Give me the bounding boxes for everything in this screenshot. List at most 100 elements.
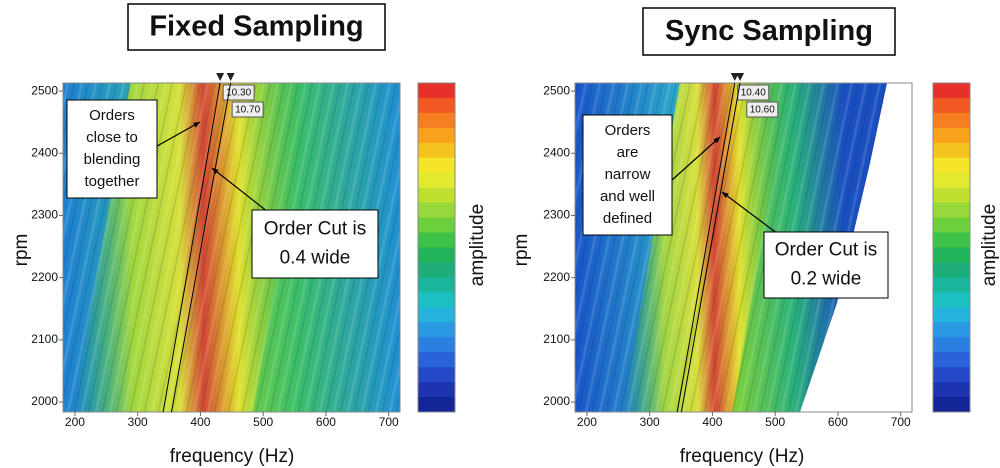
- colorbar-step: [418, 322, 455, 338]
- x-tick-label: 400: [702, 415, 722, 429]
- annotation-text: narrow: [605, 166, 651, 183]
- colorbar-step: [418, 83, 455, 99]
- cursor-marker: [736, 73, 745, 81]
- colorbar-step: [418, 232, 455, 248]
- colorbar-step: [418, 277, 455, 293]
- y-tick-label: 2300: [31, 208, 58, 222]
- y-tick-label: 2500: [31, 83, 58, 97]
- colorbar-step: [933, 262, 970, 278]
- arrow: [671, 136, 721, 181]
- y-axis-label: rpm: [11, 234, 32, 267]
- y-tick-label: 2000: [543, 394, 570, 408]
- annotation-text: and well: [600, 188, 655, 205]
- colorbar-step: [933, 142, 970, 159]
- arrow-head: [193, 122, 200, 128]
- colorbar-step: [933, 232, 970, 248]
- colorbar-step: [933, 382, 970, 398]
- cursor-label: 10.70: [235, 105, 260, 116]
- colorbar-step: [418, 112, 455, 129]
- colorbar-step: [418, 187, 455, 204]
- cursor-label: 10.40: [741, 88, 766, 99]
- colorbar-step: [418, 262, 455, 278]
- annotation-box: [66, 99, 158, 199]
- title-box: [642, 7, 896, 56]
- colorbar-step: [933, 352, 970, 368]
- colorbar-step: [418, 397, 455, 413]
- plot-frame: [574, 82, 913, 413]
- colorbar-step: [933, 277, 970, 293]
- colorbar-step: [933, 322, 970, 338]
- y-tick-label: 2000: [31, 394, 58, 408]
- colorbar-step: [418, 307, 455, 323]
- annotation-text: defined: [603, 210, 652, 227]
- plot-frame: [62, 82, 401, 413]
- colorbar-step: [418, 172, 455, 189]
- x-tick-label: 200: [65, 415, 85, 429]
- colorbar-step: [933, 83, 970, 99]
- arrow-head: [722, 192, 729, 199]
- x-axis-label: frequency (Hz): [680, 446, 805, 467]
- arrow: [721, 191, 779, 235]
- annotation-text: close to: [86, 129, 138, 146]
- x-tick-label: 300: [128, 415, 148, 429]
- colorbar-step: [933, 172, 970, 189]
- y-tick-label: 2200: [543, 270, 570, 284]
- arrow: [211, 167, 269, 213]
- cursor-label-box: [222, 84, 255, 101]
- annotation-box: [763, 231, 889, 299]
- colorbar-step: [418, 367, 455, 383]
- cursor-label: 10.60: [750, 105, 775, 116]
- y-tick-label: 2400: [31, 145, 58, 159]
- colorbar-step: [418, 127, 455, 144]
- order-line: [680, 82, 741, 413]
- x-tick-label: 600: [828, 415, 848, 429]
- annotation-text: are: [617, 144, 639, 161]
- order-line: [170, 82, 232, 413]
- chart-title: Fixed Sampling: [149, 11, 363, 43]
- x-tick-label: 600: [316, 415, 336, 429]
- y-tick-label: 2500: [543, 83, 570, 97]
- y-tick-label: 2300: [543, 208, 570, 222]
- colorbar-step: [933, 127, 970, 144]
- colorbar-step: [933, 337, 970, 353]
- annotation-text: 0.2 wide: [791, 269, 862, 290]
- cursor-label-box: [737, 84, 770, 101]
- colorbar-step: [933, 157, 970, 174]
- x-axis-label: frequency (Hz): [170, 446, 295, 467]
- colorbar-step: [418, 97, 455, 114]
- colorbar-step: [933, 292, 970, 308]
- y-axis-label: rpm: [511, 234, 532, 267]
- order-line: [162, 82, 221, 413]
- x-tick-label: 500: [253, 415, 273, 429]
- colorbar-step: [933, 247, 970, 263]
- colorbar-step: [933, 112, 970, 129]
- x-tick-label: 300: [640, 415, 660, 429]
- title-box: [127, 3, 386, 51]
- colorbar-step: [418, 157, 455, 174]
- colorbar-label: amplitude: [979, 204, 1000, 286]
- colorbar-step: [933, 97, 970, 114]
- x-tick-label: 700: [891, 415, 911, 429]
- colorbar-frame: [932, 82, 971, 413]
- colorbar-step: [418, 352, 455, 368]
- annotation-text: together: [84, 173, 139, 190]
- annotation-text: 0.4 wide: [280, 248, 351, 269]
- y-tick-label: 2100: [543, 332, 570, 346]
- annotation-box: [251, 209, 379, 279]
- colorbar-step: [418, 202, 455, 219]
- colorbar-step: [933, 202, 970, 219]
- annotation-text: Order Cut is: [264, 219, 366, 240]
- cursor-marker: [730, 73, 739, 81]
- cursor-marker: [216, 73, 225, 81]
- colorbar-step: [933, 397, 970, 413]
- colorbar-step: [418, 247, 455, 263]
- x-tick-label: 400: [190, 415, 210, 429]
- cursor-label-box: [746, 101, 779, 118]
- x-tick-label: 200: [577, 415, 597, 429]
- colorbar-step: [933, 187, 970, 204]
- cursor-label: 10.30: [226, 88, 251, 99]
- colorbar-step: [418, 142, 455, 159]
- colorbar-step: [933, 367, 970, 383]
- annotation-text: blending: [84, 151, 141, 168]
